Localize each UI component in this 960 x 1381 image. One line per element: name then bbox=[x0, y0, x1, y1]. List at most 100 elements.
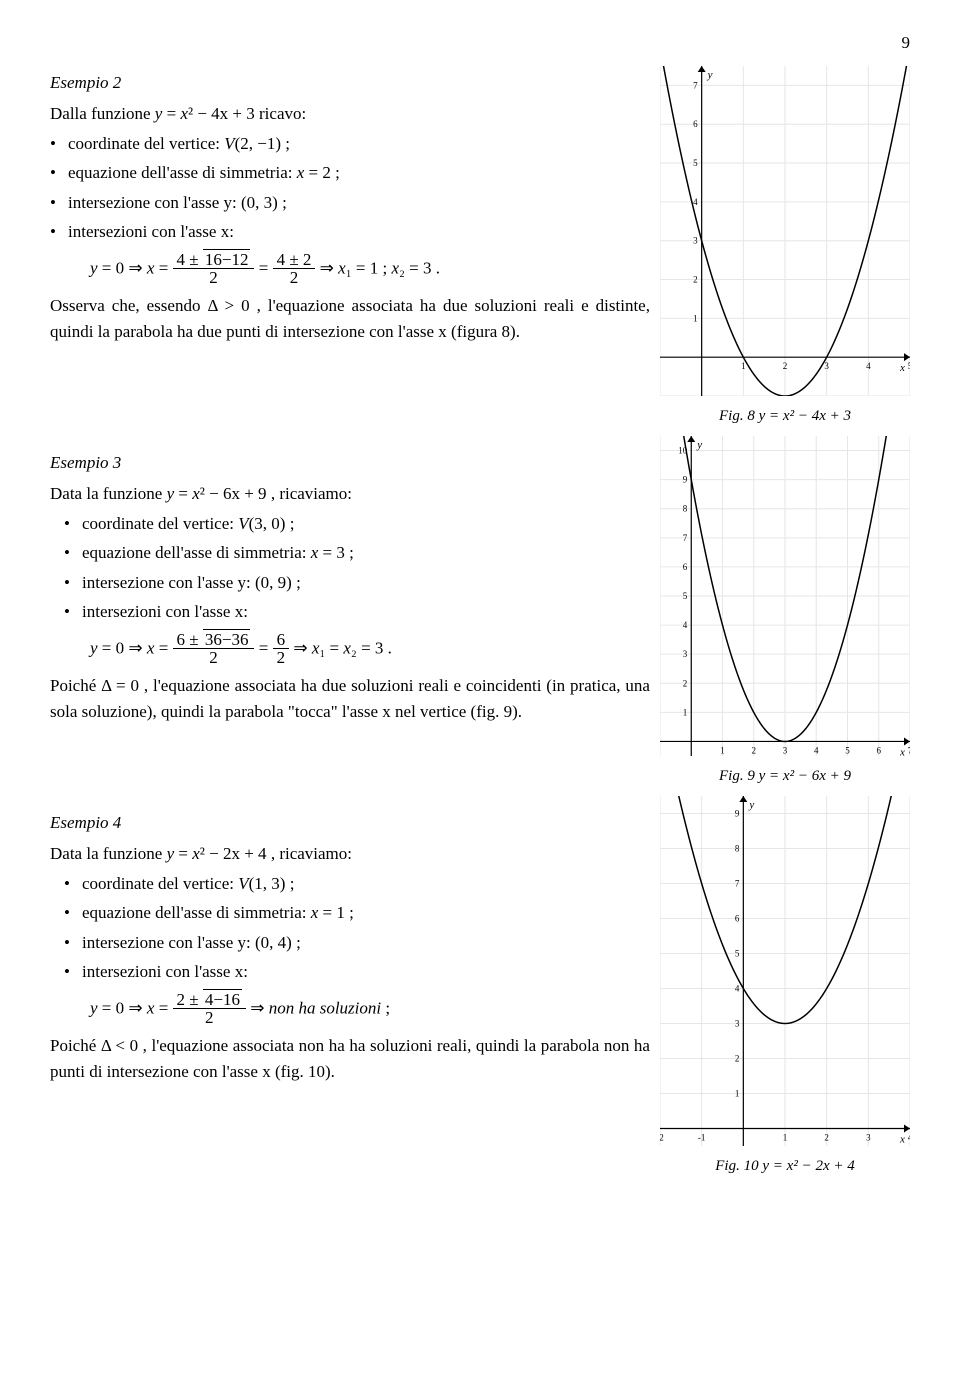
svg-text:9: 9 bbox=[735, 808, 740, 818]
svg-text:2: 2 bbox=[783, 361, 788, 371]
ex3-remark-b: , l'equazione associata ha due soluzioni… bbox=[50, 676, 650, 721]
fig10-caption-eq: y = x² − 2x + 4 bbox=[762, 1158, 854, 1174]
parabola-plot-fig9: yx123456712345678910 bbox=[660, 436, 910, 756]
ex4-intersezioni-x: intersezioni con l'asse x: bbox=[50, 959, 910, 985]
ex4-iy-val: (0, 4) bbox=[255, 933, 292, 952]
ex3-axis-label: equazione dell'asse di simmetria: bbox=[82, 543, 311, 562]
svg-text:8: 8 bbox=[735, 843, 740, 853]
ex4-vertex: coordinate del vertice: V(1, 3) ; bbox=[50, 871, 910, 897]
svg-text:y: y bbox=[707, 69, 713, 81]
figure-9-caption: Fig. 9 y = x² − 6x + 9 bbox=[660, 765, 910, 788]
svg-text:1: 1 bbox=[720, 745, 725, 755]
ex4-intro-pre: Data la funzione bbox=[50, 844, 167, 863]
ex2-ix-label: intersezioni con l'asse x: bbox=[68, 222, 234, 241]
ex3-intersezioni-x: intersezioni con l'asse x: bbox=[50, 599, 910, 625]
ex3-vertex: coordinate del vertice: V(3, 0) ; bbox=[50, 511, 910, 537]
ex2-delta: Δ > 0 bbox=[207, 296, 249, 315]
ex3-iy-val: (0, 9) bbox=[255, 573, 292, 592]
ex2-intersezioni-x: intersezioni con l'asse x: bbox=[50, 219, 910, 245]
svg-text:4: 4 bbox=[814, 745, 819, 755]
ex2-axis-label: equazione dell'asse di simmetria: bbox=[68, 163, 297, 182]
svg-text:y: y bbox=[696, 439, 702, 451]
ex4-remark-a: Poiché bbox=[50, 1036, 101, 1055]
svg-text:4: 4 bbox=[735, 983, 740, 993]
figure-10: yx-2-11234123456789 Fig. 10 y = x² − 2x … bbox=[660, 796, 910, 1178]
ex3-axis: equazione dell'asse di simmetria: x = 3 … bbox=[50, 540, 910, 566]
ex2-axis-val: x = 2 bbox=[297, 163, 331, 182]
ex4-vertex-val: V(1, 3) bbox=[238, 874, 285, 893]
fig8-caption-eq: y = x² − 4x + 3 bbox=[759, 408, 851, 424]
svg-text:7: 7 bbox=[693, 80, 698, 90]
fig9-caption-pre: Fig. 9 bbox=[719, 768, 759, 784]
svg-text:1: 1 bbox=[735, 1088, 740, 1098]
svg-text:-2: -2 bbox=[660, 1132, 664, 1142]
ex4-axis-label: equazione dell'asse di simmetria: bbox=[82, 903, 311, 922]
svg-text:6: 6 bbox=[693, 119, 698, 129]
ex2-remark-a: Osserva che, essendo bbox=[50, 296, 207, 315]
ex2-func: y = x² − 4x + 3 bbox=[155, 104, 255, 123]
svg-text:2: 2 bbox=[824, 1132, 829, 1142]
ex4-delta: Δ < 0 bbox=[101, 1036, 138, 1055]
ex4-axis: equazione dell'asse di simmetria: x = 1 … bbox=[50, 900, 910, 926]
svg-text:2: 2 bbox=[683, 678, 688, 688]
fig10-caption-pre: Fig. 10 bbox=[715, 1158, 762, 1174]
ex4-intersezione-y: intersezione con l'asse y: (0, 4) ; bbox=[50, 930, 910, 956]
ex3-vertex-val: V(3, 0) bbox=[238, 514, 285, 533]
svg-text:3: 3 bbox=[824, 361, 829, 371]
svg-text:5: 5 bbox=[908, 361, 910, 371]
ex4-remark-b: , l'equazione associata non ha ha soluzi… bbox=[50, 1036, 650, 1081]
ex4-func: y = x² − 2x + 4 bbox=[167, 844, 267, 863]
ex3-delta: Δ = 0 bbox=[101, 676, 139, 695]
svg-text:5: 5 bbox=[845, 745, 850, 755]
ex2-iy-val: (0, 3) bbox=[241, 193, 278, 212]
figure-8-caption: Fig. 8 y = x² − 4x + 3 bbox=[660, 405, 910, 428]
ex3-intro-post: , ricaviamo: bbox=[267, 484, 352, 503]
ex2-vertex: coordinate del vertice: V(2, −1) ; bbox=[50, 131, 910, 157]
ex4-intro-post: , ricaviamo: bbox=[267, 844, 352, 863]
ex3-intersezione-y: intersezione con l'asse y: (0, 9) ; bbox=[50, 570, 910, 596]
svg-text:-1: -1 bbox=[698, 1132, 706, 1142]
svg-text:1: 1 bbox=[741, 361, 746, 371]
svg-text:7: 7 bbox=[908, 745, 910, 755]
svg-text:4: 4 bbox=[866, 361, 871, 371]
ex2-iy-label: intersezione con l'asse y: bbox=[68, 193, 241, 212]
ex3-intro-pre: Data la funzione bbox=[50, 484, 167, 503]
ex4-vertex-label: coordinate del vertice: bbox=[82, 874, 238, 893]
ex2-intersezione-y: intersezione con l'asse y: (0, 3) ; bbox=[50, 190, 910, 216]
ex3-iy-label: intersezione con l'asse y: bbox=[82, 573, 255, 592]
svg-text:3: 3 bbox=[783, 745, 788, 755]
svg-text:9: 9 bbox=[683, 474, 688, 484]
svg-text:2: 2 bbox=[693, 274, 698, 284]
svg-text:3: 3 bbox=[866, 1132, 871, 1142]
svg-text:3: 3 bbox=[683, 649, 688, 659]
ex2-axis: equazione dell'asse di simmetria: x = 2 … bbox=[50, 160, 910, 186]
ex2-vertex-label: coordinate del vertice: bbox=[68, 134, 224, 153]
svg-text:x: x bbox=[899, 362, 905, 374]
figure-8: yx123451234567 Fig. 8 y = x² − 4x + 3 bbox=[660, 66, 910, 428]
svg-text:x: x bbox=[899, 1133, 905, 1145]
ex2-intro-post: ricavo: bbox=[255, 104, 306, 123]
svg-text:x: x bbox=[899, 746, 905, 756]
page-number: 9 bbox=[50, 30, 910, 56]
svg-text:6: 6 bbox=[877, 745, 882, 755]
svg-text:1: 1 bbox=[683, 707, 688, 717]
ex3-func: y = x² − 6x + 9 bbox=[167, 484, 267, 503]
svg-text:3: 3 bbox=[735, 1018, 740, 1028]
svg-text:y: y bbox=[748, 799, 754, 811]
svg-text:1: 1 bbox=[693, 313, 698, 323]
figure-10-caption: Fig. 10 y = x² − 2x + 4 bbox=[660, 1155, 910, 1178]
ex2-intro-pre: Dalla funzione bbox=[50, 104, 155, 123]
svg-text:1: 1 bbox=[783, 1132, 788, 1142]
ex2-vertex-val: V(2, −1) bbox=[224, 134, 281, 153]
svg-text:2: 2 bbox=[735, 1053, 740, 1063]
ex3-ix-label: intersezioni con l'asse x: bbox=[82, 602, 248, 621]
ex4-ix-label: intersezioni con l'asse x: bbox=[82, 962, 248, 981]
fig9-caption-eq: y = x² − 6x + 9 bbox=[759, 768, 851, 784]
ex3-axis-val: x = 3 bbox=[311, 543, 345, 562]
ex4-iy-label: intersezione con l'asse y: bbox=[82, 933, 255, 952]
ex3-vertex-label: coordinate del vertice: bbox=[82, 514, 238, 533]
ex4-axis-val: x = 1 bbox=[311, 903, 345, 922]
ex3-remark-a: Poiché bbox=[50, 676, 101, 695]
fig8-caption-pre: Fig. 8 bbox=[719, 408, 759, 424]
svg-text:2: 2 bbox=[752, 745, 757, 755]
